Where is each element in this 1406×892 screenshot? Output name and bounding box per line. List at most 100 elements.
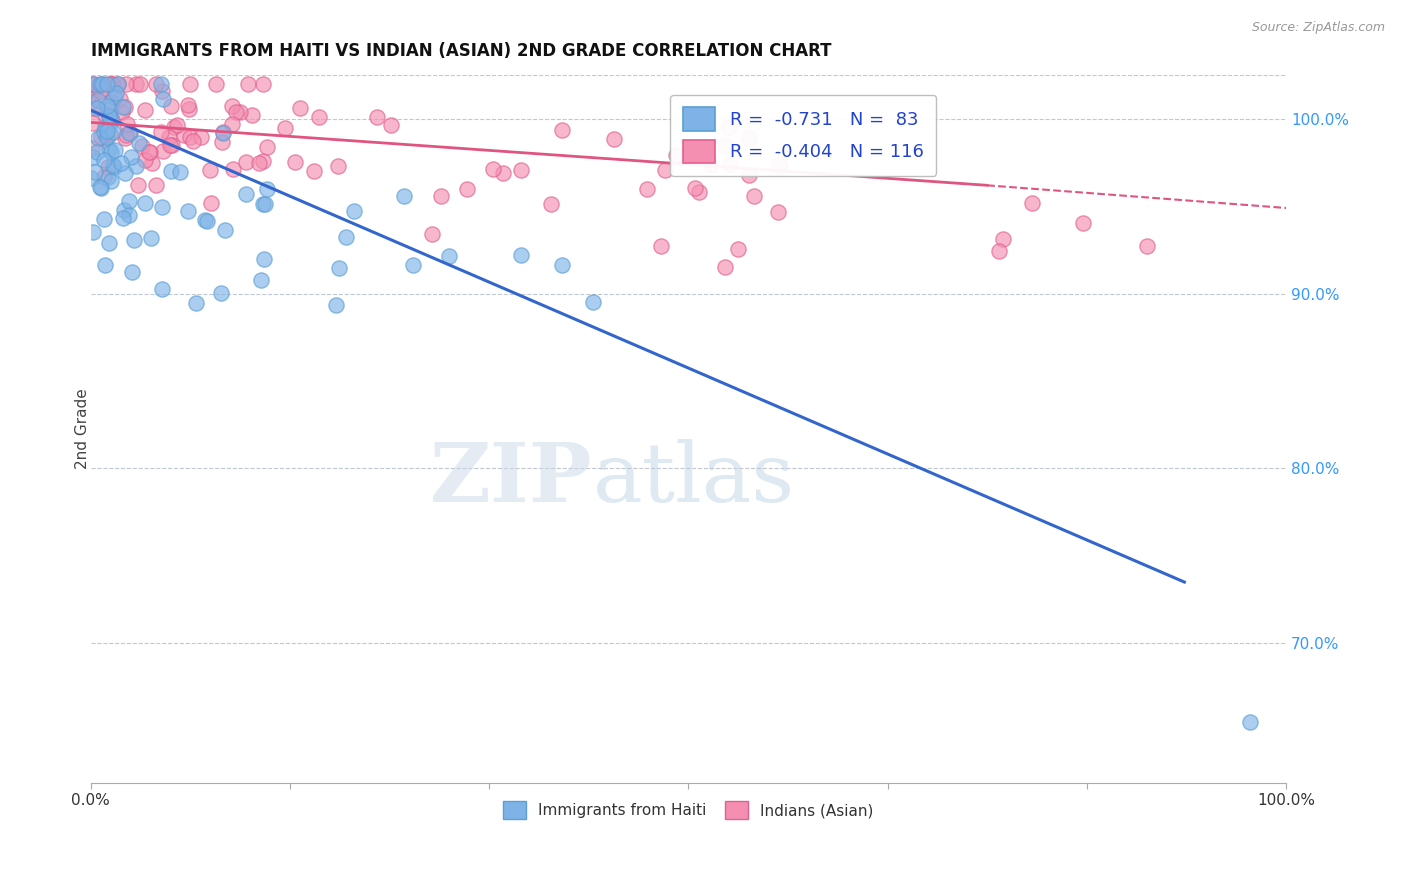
Point <box>98 236 121 251</box>
Point <box>111 211 134 225</box>
Point <box>235 187 257 202</box>
Point <box>107 77 129 91</box>
Point <box>118 208 141 222</box>
Point <box>103 161 125 175</box>
Point <box>120 126 142 140</box>
Point <box>100 145 122 159</box>
Point <box>211 126 233 140</box>
Point <box>177 97 200 112</box>
Point <box>509 163 531 178</box>
Point <box>87 131 110 145</box>
Point <box>89 77 111 91</box>
Point <box>98 142 121 156</box>
Point <box>96 77 118 91</box>
Point <box>101 113 124 128</box>
Point <box>551 258 574 272</box>
Point <box>727 242 749 256</box>
Point <box>482 161 505 176</box>
Point <box>169 165 191 179</box>
Point <box>112 202 135 217</box>
Point <box>117 194 139 208</box>
Point <box>83 165 105 179</box>
Point <box>284 154 307 169</box>
Point <box>97 119 120 133</box>
Point <box>685 180 707 194</box>
Point <box>118 126 141 140</box>
Point <box>738 131 761 145</box>
Point <box>93 169 115 184</box>
Point <box>222 161 245 176</box>
Point <box>105 87 128 101</box>
Point <box>79 95 101 109</box>
Point <box>100 127 122 141</box>
Point <box>456 181 478 195</box>
Point <box>121 265 143 279</box>
Point <box>700 157 723 171</box>
Point <box>98 108 121 122</box>
Point <box>228 104 250 119</box>
Point <box>82 150 104 164</box>
Point <box>209 285 232 300</box>
Point <box>152 145 174 159</box>
Point <box>94 120 117 135</box>
Point <box>150 125 173 139</box>
Point <box>93 153 115 167</box>
Text: atlas: atlas <box>593 439 794 518</box>
Point <box>152 92 174 106</box>
Point <box>160 137 183 152</box>
Point <box>101 157 124 171</box>
Point <box>96 130 118 145</box>
Point <box>115 77 138 91</box>
Point <box>94 132 117 146</box>
Point <box>240 108 263 122</box>
Point <box>157 130 180 145</box>
Point <box>163 120 186 134</box>
Point <box>115 117 138 131</box>
Point <box>253 252 276 266</box>
Point <box>114 99 136 113</box>
Point <box>551 123 574 137</box>
Point <box>509 248 531 262</box>
Point <box>380 118 402 132</box>
Point <box>252 154 274 169</box>
Point <box>184 296 207 310</box>
Point <box>252 196 274 211</box>
Point <box>256 140 278 154</box>
Point <box>82 141 104 155</box>
Point <box>82 77 104 91</box>
Text: IMMIGRANTS FROM HAITI VS INDIAN (ASIAN) 2ND GRADE CORRELATION CHART: IMMIGRANTS FROM HAITI VS INDIAN (ASIAN) … <box>90 42 831 60</box>
Point <box>343 204 366 219</box>
Point <box>195 214 218 228</box>
Point <box>250 273 273 287</box>
Point <box>125 159 148 173</box>
Point <box>110 155 132 169</box>
Text: ZIP: ZIP <box>430 439 593 518</box>
Point <box>134 103 156 117</box>
Point <box>650 239 672 253</box>
Point <box>131 139 153 153</box>
Point <box>430 189 453 203</box>
Point <box>221 99 243 113</box>
Point <box>150 84 173 98</box>
Point <box>235 154 257 169</box>
Point <box>253 197 276 211</box>
Point <box>150 77 173 91</box>
Point <box>742 189 765 203</box>
Point <box>93 258 115 272</box>
Point <box>86 145 108 159</box>
Point <box>96 99 118 113</box>
Point <box>177 102 200 116</box>
Point <box>82 88 104 103</box>
Point <box>326 159 349 173</box>
Point <box>91 77 114 91</box>
Point <box>159 99 181 113</box>
Point <box>83 77 105 91</box>
Point <box>80 77 103 91</box>
Point <box>107 77 129 91</box>
Point <box>145 178 167 193</box>
Point <box>139 145 162 160</box>
Point <box>114 166 136 180</box>
Point <box>308 110 330 124</box>
Point <box>1021 196 1043 211</box>
Point <box>766 205 789 219</box>
